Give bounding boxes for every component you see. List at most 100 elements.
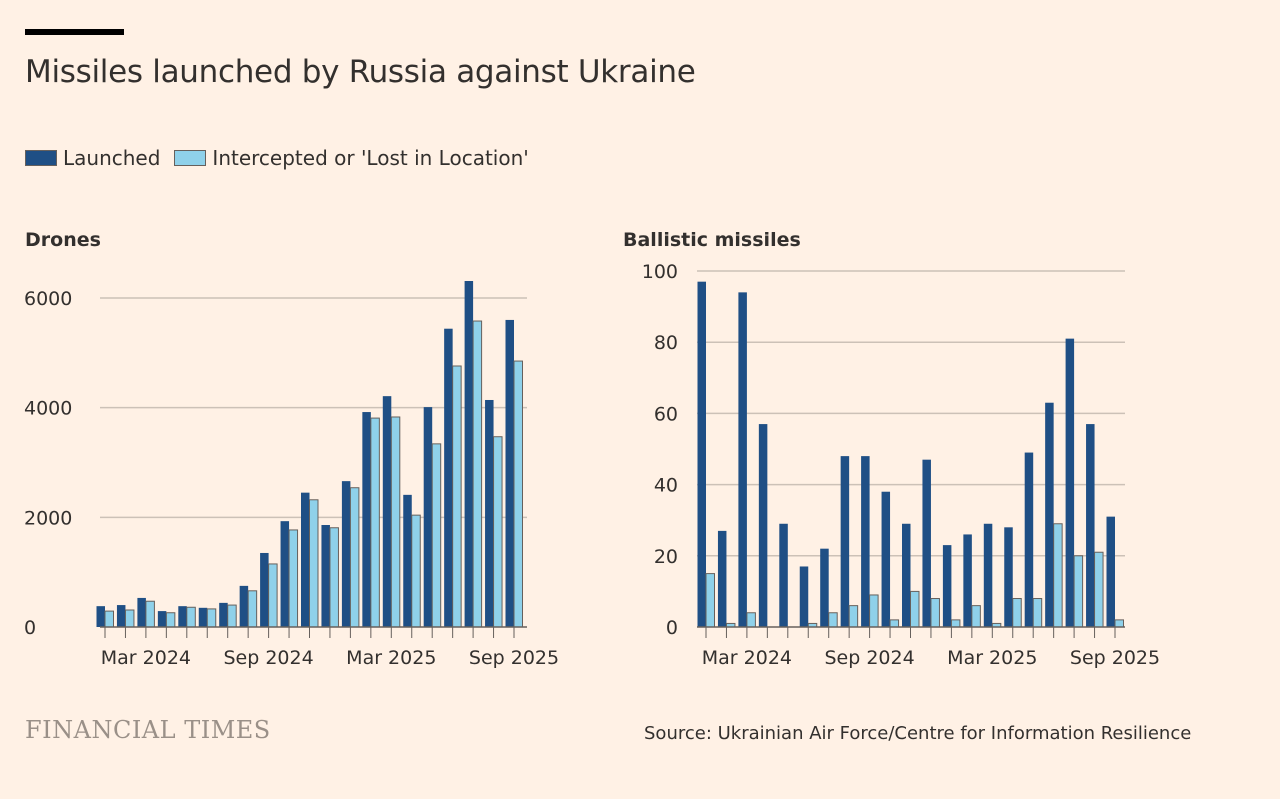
bar-intercepted <box>889 619 900 628</box>
bar-launched <box>157 611 167 627</box>
bar-launched <box>321 525 330 627</box>
bar-launched <box>820 548 829 627</box>
bar-intercepted <box>950 619 961 628</box>
bar-intercepted <box>1053 523 1063 628</box>
bar-launched <box>861 456 870 627</box>
legend-item-launched: Launched <box>25 146 160 170</box>
bar-launched <box>942 545 952 627</box>
bar-launched <box>260 552 269 627</box>
bar-launched <box>178 606 187 627</box>
bar-intercepted <box>390 416 401 628</box>
bar-intercepted <box>513 360 523 628</box>
bar-intercepted <box>452 365 462 628</box>
bar-intercepted <box>493 436 503 628</box>
chart-title: Missiles launched by Russia against Ukra… <box>25 54 696 90</box>
bar-intercepted <box>869 594 879 628</box>
bar-intercepted <box>165 612 176 628</box>
bar-launched <box>902 523 911 627</box>
x-tick-label: Sep 2025 <box>469 647 559 669</box>
bar-intercepted <box>930 598 940 628</box>
bar-launched <box>444 328 453 627</box>
legend-swatch-intercepted <box>174 150 207 166</box>
x-tick-label: Sep 2024 <box>223 647 313 669</box>
bar-intercepted <box>705 573 715 628</box>
bar-launched <box>738 292 747 627</box>
bar-intercepted <box>227 604 237 628</box>
bar-intercepted <box>848 605 859 628</box>
bar-intercepted <box>186 606 196 628</box>
x-tick-label: Mar 2024 <box>101 647 191 669</box>
bar-launched <box>362 412 371 627</box>
bar-intercepted <box>288 529 299 628</box>
bar-launched <box>341 481 351 627</box>
bar-launched <box>219 602 228 627</box>
x-tick-label: Mar 2024 <box>702 647 792 669</box>
bar-launched <box>485 399 494 627</box>
bar-launched <box>1086 424 1095 627</box>
bar-intercepted <box>411 514 421 628</box>
legend: Launched Intercepted or 'Lost in Locatio… <box>25 146 543 170</box>
bar-launched <box>1106 516 1115 627</box>
y-tick-label: 4000 <box>24 398 72 420</box>
bar-launched <box>717 530 727 627</box>
bar-intercepted <box>1032 598 1043 628</box>
y-tick-label: 6000 <box>24 288 72 310</box>
x-tick-label: Sep 2024 <box>824 647 914 669</box>
bar-launched <box>922 459 931 627</box>
top-rule <box>25 29 124 35</box>
bar-launched <box>382 396 392 627</box>
bar-intercepted <box>910 590 920 628</box>
bar-launched <box>403 494 412 627</box>
bar-launched <box>1065 338 1075 627</box>
bar-intercepted <box>124 609 135 628</box>
bar-intercepted <box>145 600 155 628</box>
bar-intercepted <box>971 605 981 628</box>
bar-intercepted <box>104 610 114 628</box>
bar-launched <box>983 523 993 627</box>
bar-launched <box>280 521 290 627</box>
bar-intercepted <box>472 320 483 628</box>
y-tick-label: 40 <box>654 475 678 497</box>
panel-title-drones: Drones <box>25 229 101 251</box>
bar-launched <box>1045 402 1054 627</box>
y-tick-label: 80 <box>654 332 678 354</box>
source-note: Source: Ukrainian Air Force/Centre for I… <box>644 723 1192 744</box>
bar-intercepted <box>1094 551 1104 628</box>
bar-intercepted <box>431 443 442 628</box>
bar-launched <box>137 597 146 627</box>
bar-intercepted <box>1012 598 1022 628</box>
bar-launched <box>505 319 514 627</box>
bar-launched <box>779 523 788 627</box>
bar-launched <box>758 424 768 627</box>
legend-label-intercepted: Intercepted or 'Lost in Location' <box>212 146 529 170</box>
bar-launched <box>1024 452 1034 627</box>
bar-intercepted <box>746 612 756 628</box>
bar-launched <box>697 281 706 627</box>
bar-launched <box>881 491 891 627</box>
legend-item-intercepted: Intercepted or 'Lost in Location' <box>174 146 529 170</box>
bar-intercepted <box>1073 555 1084 628</box>
bar-intercepted <box>206 608 217 628</box>
bar-intercepted <box>370 417 380 628</box>
bar-intercepted <box>268 563 278 628</box>
bar-launched <box>464 281 474 627</box>
bar-intercepted <box>329 527 339 628</box>
bar-launched <box>301 492 310 627</box>
bar-launched <box>423 407 433 627</box>
x-tick-label: Mar 2025 <box>947 647 1037 669</box>
bar-launched <box>198 607 208 627</box>
ft-logo: FINANCIAL TIMES <box>25 716 271 744</box>
bar-launched <box>239 585 249 627</box>
bar-launched <box>963 534 972 627</box>
bar-launched <box>799 566 809 627</box>
bar-launched <box>116 605 126 627</box>
panel-title-ballistic: Ballistic missiles <box>623 229 801 251</box>
bar-intercepted <box>828 612 838 628</box>
bar-intercepted <box>247 590 258 628</box>
y-tick-label: 0 <box>666 617 678 639</box>
bar-intercepted <box>309 499 319 628</box>
bar-intercepted <box>349 487 360 628</box>
bar-launched <box>96 606 105 627</box>
y-tick-label: 20 <box>654 546 678 568</box>
